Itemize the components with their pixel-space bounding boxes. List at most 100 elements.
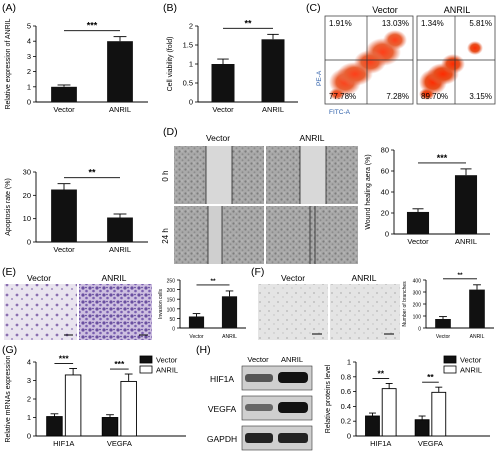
legend-swatch-anril <box>139 365 153 374</box>
y-axis-label: Number of branches <box>402 281 408 327</box>
x-tick-label: HIF1A <box>370 439 391 448</box>
bar-anril <box>431 391 447 437</box>
y-tick-label: 150 <box>167 298 176 304</box>
y-tick-label: 1 <box>189 60 193 69</box>
flow-vector-lr: 7.28% <box>386 92 409 101</box>
x-tick-label: ANRIL <box>470 334 485 340</box>
flow-title-vector: Vector <box>372 5 398 15</box>
tube-image-anril <box>330 284 400 340</box>
legend-swatch-anril <box>443 365 457 374</box>
y-tick-label: 50 <box>169 317 175 323</box>
flow-vector-ur: 13.03% <box>382 19 409 28</box>
y-tick-label: 20 <box>381 209 389 218</box>
panel-letter-a: (A) <box>2 2 16 14</box>
significance-stars: ** <box>427 372 434 382</box>
y-tick-label: 0.4 <box>341 402 351 411</box>
transwell-image-anril <box>79 284 152 340</box>
bar-vector <box>46 416 63 437</box>
y-axis-label: Apoptosis rate (%) <box>5 178 12 236</box>
y-axis-label: Wound healing aera (%) <box>365 154 372 229</box>
tube-image-vector <box>258 284 328 340</box>
significance-stars: *** <box>114 359 125 369</box>
wound-healing-images: Vector ANRIL 0 h 24 h <box>161 133 358 264</box>
flow-anril-ur: 5.81% <box>469 19 492 28</box>
legend-swatch-vector <box>139 355 153 364</box>
wb-row-gapdh: GAPDH <box>207 434 237 444</box>
chart-h-protein: 0 0.2 0.4 0.6 0.8 1 Relative proteins level ** H… <box>325 355 490 448</box>
y-tick-label: 0.6 <box>341 387 351 396</box>
y-tick-label: 0.8 <box>341 372 351 381</box>
y-tick-label: 1 <box>347 358 351 367</box>
panel-letter-h: (H) <box>196 344 211 356</box>
y-tick-label: 0 <box>347 432 351 441</box>
legend-label-anril: ANRIL <box>460 366 482 375</box>
x-tick-label: ANRIL <box>109 105 131 114</box>
bar <box>211 64 235 102</box>
flow-plot-anril: 1.34% 5.81% 89.70% 3.15% <box>416 15 496 105</box>
bar <box>188 316 205 328</box>
significance-stars: ** <box>244 18 252 28</box>
western-blot: Vector ANRIL HIF1A VEGFA GAPDH <box>207 355 313 451</box>
bar <box>51 189 77 242</box>
tube-label-anril: ANRIL <box>351 273 376 283</box>
x-tick-label: Vector <box>53 245 75 254</box>
bar <box>221 296 238 328</box>
bar <box>107 41 133 102</box>
y-tick-label: 20 <box>23 191 31 200</box>
significance-stars: ** <box>88 168 96 178</box>
y-tick-label: 60 <box>381 167 389 176</box>
x-tick-label: Vector <box>407 237 429 246</box>
y-tick-label: 10 <box>23 214 31 223</box>
flow-ylabel: PE-A <box>316 70 323 86</box>
bar <box>51 86 77 102</box>
wb-row-hif1a: HIF1A <box>210 374 234 384</box>
panel-letter-g: (G) <box>2 344 18 356</box>
y-tick-label: 3 <box>27 52 31 61</box>
bar <box>107 217 133 242</box>
flow-title-anril: ANRIL <box>444 5 471 15</box>
bar <box>261 39 285 102</box>
y-tick-label: 4 <box>27 37 31 46</box>
y-tick-label: 100 <box>167 307 176 313</box>
legend-label-vector: Vector <box>156 356 178 365</box>
flow-plot-vector: 1.91% 13.03% 77.78% 7.28% <box>324 15 414 105</box>
y-axis-label: Relative mRNAs expression <box>5 355 12 442</box>
x-tick-label: Vector <box>53 105 75 114</box>
y-tick-label: 2 <box>27 67 31 76</box>
chart-g-mrna: 0 1 2 3 4 Relative mRNAs expression *** HIF1A **… <box>5 353 186 448</box>
y-tick-label: 400 <box>413 279 422 285</box>
legend-label-anril: ANRIL <box>156 366 178 375</box>
wb-band-gapdh-vector <box>245 433 273 443</box>
wb-band-vegfa-anril <box>278 402 308 413</box>
y-tick-label: 0.2 <box>341 417 351 426</box>
legend-label-vector: Vector <box>460 356 482 365</box>
y-tick-label: 2 <box>189 22 193 31</box>
flow-cytometry-panel: Vector ANRIL 1.91% 13.03% 77.78% 7.28% <box>316 5 496 116</box>
wound-row-0h: 0 h <box>161 170 170 181</box>
y-tick-label: 0.5 <box>183 79 193 88</box>
x-tick-label: HIF1A <box>53 439 74 448</box>
y-tick-label: 2 <box>27 395 31 404</box>
bar <box>469 289 485 328</box>
x-tick-label: ANRIL <box>455 237 477 246</box>
wb-row-vegfa: VEGFA <box>208 404 237 414</box>
chart-b-cell-viability: 0 0.5 1 1.5 2 Cell viability (fold) Vector ANRI… <box>167 18 298 114</box>
legend-swatch-vector <box>443 355 457 364</box>
tube-label-vector: Vector <box>281 273 305 283</box>
wound-image-anril-24h <box>266 206 358 264</box>
transwell-label-anril: ANRIL <box>101 273 126 283</box>
bar-vector <box>365 415 380 437</box>
panel-letter-e: (E) <box>2 266 16 278</box>
transwell-images: Vector ANRIL <box>4 273 152 340</box>
significance-stars: ** <box>210 278 216 285</box>
bar-anril <box>120 380 137 437</box>
chart-d-wound-healing: 0 20 40 60 80 Wound healing aera (%) Vector ANR… <box>365 146 490 246</box>
y-tick-label: 0 <box>418 327 421 333</box>
y-axis-label: Invasion cells <box>158 288 164 319</box>
bar <box>406 211 430 234</box>
y-tick-label: 1.5 <box>183 41 193 50</box>
flow-anril-ll: 89.70% <box>421 92 448 101</box>
flow-anril-lr: 3.15% <box>469 92 492 101</box>
x-tick-label: Vector <box>189 334 204 340</box>
bar <box>435 319 451 328</box>
